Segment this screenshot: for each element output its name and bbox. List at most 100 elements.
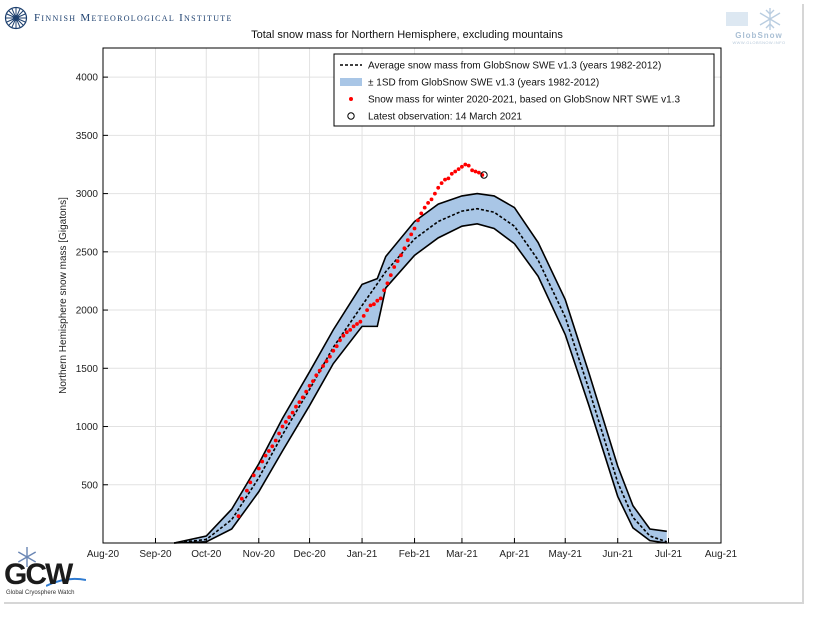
observation-point — [287, 415, 292, 420]
x-tick-label: Feb-21 — [399, 549, 431, 560]
observation-point — [245, 488, 249, 493]
observation-point — [351, 324, 356, 329]
observation-point — [324, 359, 329, 364]
y-tick-label: 3500 — [76, 131, 99, 142]
observation-point — [466, 163, 471, 168]
observation-point — [270, 444, 275, 449]
x-tick-label: Dec-20 — [293, 549, 326, 560]
observation-point — [344, 330, 349, 335]
observation-point — [248, 480, 253, 485]
observation-point — [385, 281, 390, 286]
legend-label: Snow mass for winter 2020-2021, based on… — [368, 95, 680, 106]
y-tick-label: 3000 — [76, 189, 99, 200]
org-name: Finnish Meteorological Institute — [34, 12, 233, 24]
observation-point — [239, 496, 244, 501]
observation-point — [412, 226, 417, 231]
observation-point — [372, 302, 376, 307]
observation-point — [433, 191, 437, 196]
x-tick-label: Jun-21 — [602, 549, 633, 560]
x-tick-label: Aug-20 — [87, 549, 120, 560]
observation-point — [378, 296, 383, 301]
observation-point — [304, 389, 309, 394]
x-tick-label: Sep-20 — [139, 549, 172, 560]
sd-band-lower-edge — [174, 223, 667, 544]
observation-point — [284, 420, 288, 424]
sd-band-area — [174, 193, 667, 543]
fmi-logo: Finnish Meteorological Institute — [4, 6, 233, 30]
observation-point — [251, 473, 256, 478]
y-tick-label: 4000 — [76, 73, 99, 84]
observation-point — [392, 265, 397, 269]
observation-point — [294, 404, 298, 409]
legend-swatch-band — [340, 78, 362, 86]
observation-point — [449, 171, 454, 176]
observation-point — [470, 168, 474, 173]
observation-point — [473, 169, 478, 174]
fmi-sunburst-icon — [4, 6, 28, 30]
legend-label: Latest observation: 14 March 2021 — [368, 112, 522, 123]
observation-point — [267, 449, 271, 453]
observation-point — [463, 162, 468, 167]
sd-band-upper-edge — [173, 192, 667, 544]
mean-snow-mass-line — [174, 207, 668, 544]
observation-point — [456, 167, 461, 172]
globsnow-logo: GlobSnow WWW.GLOBSNOW.INFO — [722, 6, 796, 46]
observation-point — [402, 246, 407, 251]
gcw-logo: GCW Global Cryosphere Watch — [2, 546, 94, 600]
mean-line-layer — [174, 207, 668, 544]
observation-point — [460, 164, 464, 169]
globsnow-logo-text: GlobSnow — [735, 31, 783, 40]
legend-label: Average snow mass from GlobSnow SWE v1.3… — [368, 61, 661, 72]
snowflake-icon — [726, 8, 781, 30]
observation-point — [300, 395, 305, 400]
observation-point — [263, 453, 268, 458]
globsnow-logo-url: WWW.GLOBSNOW.INFO — [732, 40, 786, 45]
observation-points-layer — [236, 162, 488, 519]
observation-point — [280, 424, 285, 429]
sd-band-layer — [173, 192, 667, 544]
observation-point — [416, 218, 420, 223]
page-frame — [4, 4, 804, 604]
plot-border — [102, 47, 722, 544]
observation-point — [290, 410, 295, 415]
observation-point — [277, 431, 281, 436]
observation-point — [331, 348, 336, 353]
legend-label: ± 1SD from GlobSnow SWE v1.3 (years 1982… — [368, 78, 599, 89]
observation-point — [399, 253, 403, 258]
observation-point — [273, 438, 278, 443]
observation-point — [358, 319, 363, 324]
x-tick-label: Mar-21 — [446, 549, 478, 560]
x-tick-label: May-21 — [549, 549, 583, 560]
y-tick-label: 500 — [81, 480, 98, 491]
observation-point — [436, 185, 441, 190]
y-tick-label: 2500 — [76, 247, 99, 258]
x-tick-label: Jan-21 — [347, 549, 378, 560]
y-tick-label: 2000 — [76, 306, 99, 317]
observation-point — [405, 238, 410, 243]
observation-point — [365, 308, 369, 312]
observation-point — [429, 197, 434, 202]
observation-point — [297, 400, 302, 404]
observation-point — [328, 354, 332, 359]
x-tick-label: Nov-20 — [243, 549, 276, 560]
observation-point — [422, 205, 427, 210]
legend-swatch-latest — [347, 112, 355, 120]
x-tick-label: Apr-21 — [499, 549, 529, 560]
observation-point — [236, 514, 241, 519]
y-axis-ticks: 500 1000 1500 2000 2500 3000 3500 4000 — [76, 73, 108, 491]
observation-point — [382, 288, 386, 293]
latest-observation-marker — [480, 171, 488, 179]
observation-point — [453, 169, 458, 174]
observation-point — [334, 344, 339, 349]
observation-point — [311, 379, 315, 383]
observation-point — [260, 459, 265, 464]
observation-point — [348, 328, 353, 332]
x-tick-label: Jul-21 — [655, 549, 683, 560]
observation-point — [439, 181, 444, 186]
observation-point — [375, 298, 380, 303]
observation-point — [314, 373, 319, 378]
observation-point — [419, 211, 424, 216]
observation-point — [409, 232, 414, 237]
observation-point — [338, 338, 342, 343]
